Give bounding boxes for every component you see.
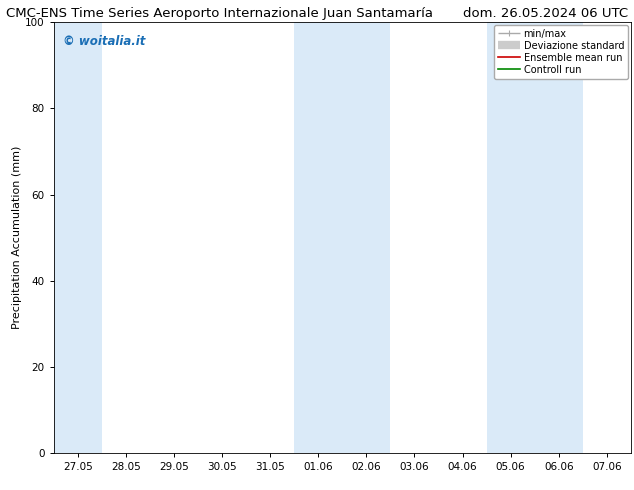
Text: dom. 26.05.2024 06 UTC: dom. 26.05.2024 06 UTC <box>463 7 628 21</box>
Bar <box>54 22 102 453</box>
Bar <box>294 22 391 453</box>
Text: CMC-ENS Time Series Aeroporto Internazionale Juan Santamaría: CMC-ENS Time Series Aeroporto Internazio… <box>6 7 434 21</box>
Legend: min/max, Deviazione standard, Ensemble mean run, Controll run: min/max, Deviazione standard, Ensemble m… <box>495 25 628 78</box>
Y-axis label: Precipitation Accumulation (mm): Precipitation Accumulation (mm) <box>13 146 22 329</box>
Text: © woitalia.it: © woitalia.it <box>63 35 145 48</box>
Bar <box>487 22 583 453</box>
